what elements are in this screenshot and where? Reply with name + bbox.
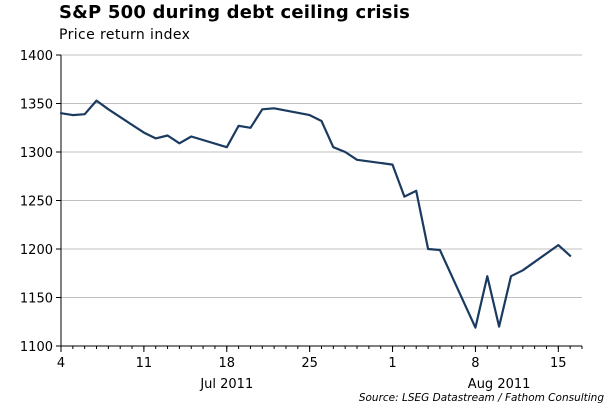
month-label: Jul 2011 [199, 377, 253, 392]
y-tick-label: 1150 [20, 292, 53, 307]
y-tick-label: 1200 [20, 243, 53, 258]
chart-subtitle: Price return index [59, 27, 191, 43]
month-label: Aug 2011 [468, 377, 531, 392]
x-tick-label: 18 [218, 356, 235, 371]
gridlines [61, 54, 582, 298]
axes [56, 54, 583, 352]
y-tick-label: 1400 [20, 49, 53, 64]
x-tick-label: 1 [388, 356, 396, 371]
y-tick-label: 1100 [20, 340, 53, 355]
x-tick-label: 4 [57, 356, 65, 371]
x-tick-label: 11 [136, 356, 153, 371]
x-tick-label: 15 [550, 356, 567, 371]
y-tick-label: 1300 [20, 146, 53, 161]
y-tick-label: 1250 [20, 195, 53, 210]
x-tick-label: 8 [471, 356, 479, 371]
x-tick-label: 25 [301, 356, 318, 371]
chart-source: Source: LSEG Datastream / Fathom Consult… [358, 392, 604, 404]
chart-title: S&P 500 during debt ceiling crisis [59, 2, 410, 23]
series-line [59, 99, 572, 329]
y-tick-label: 1350 [20, 98, 53, 113]
series-layer [59, 99, 572, 329]
